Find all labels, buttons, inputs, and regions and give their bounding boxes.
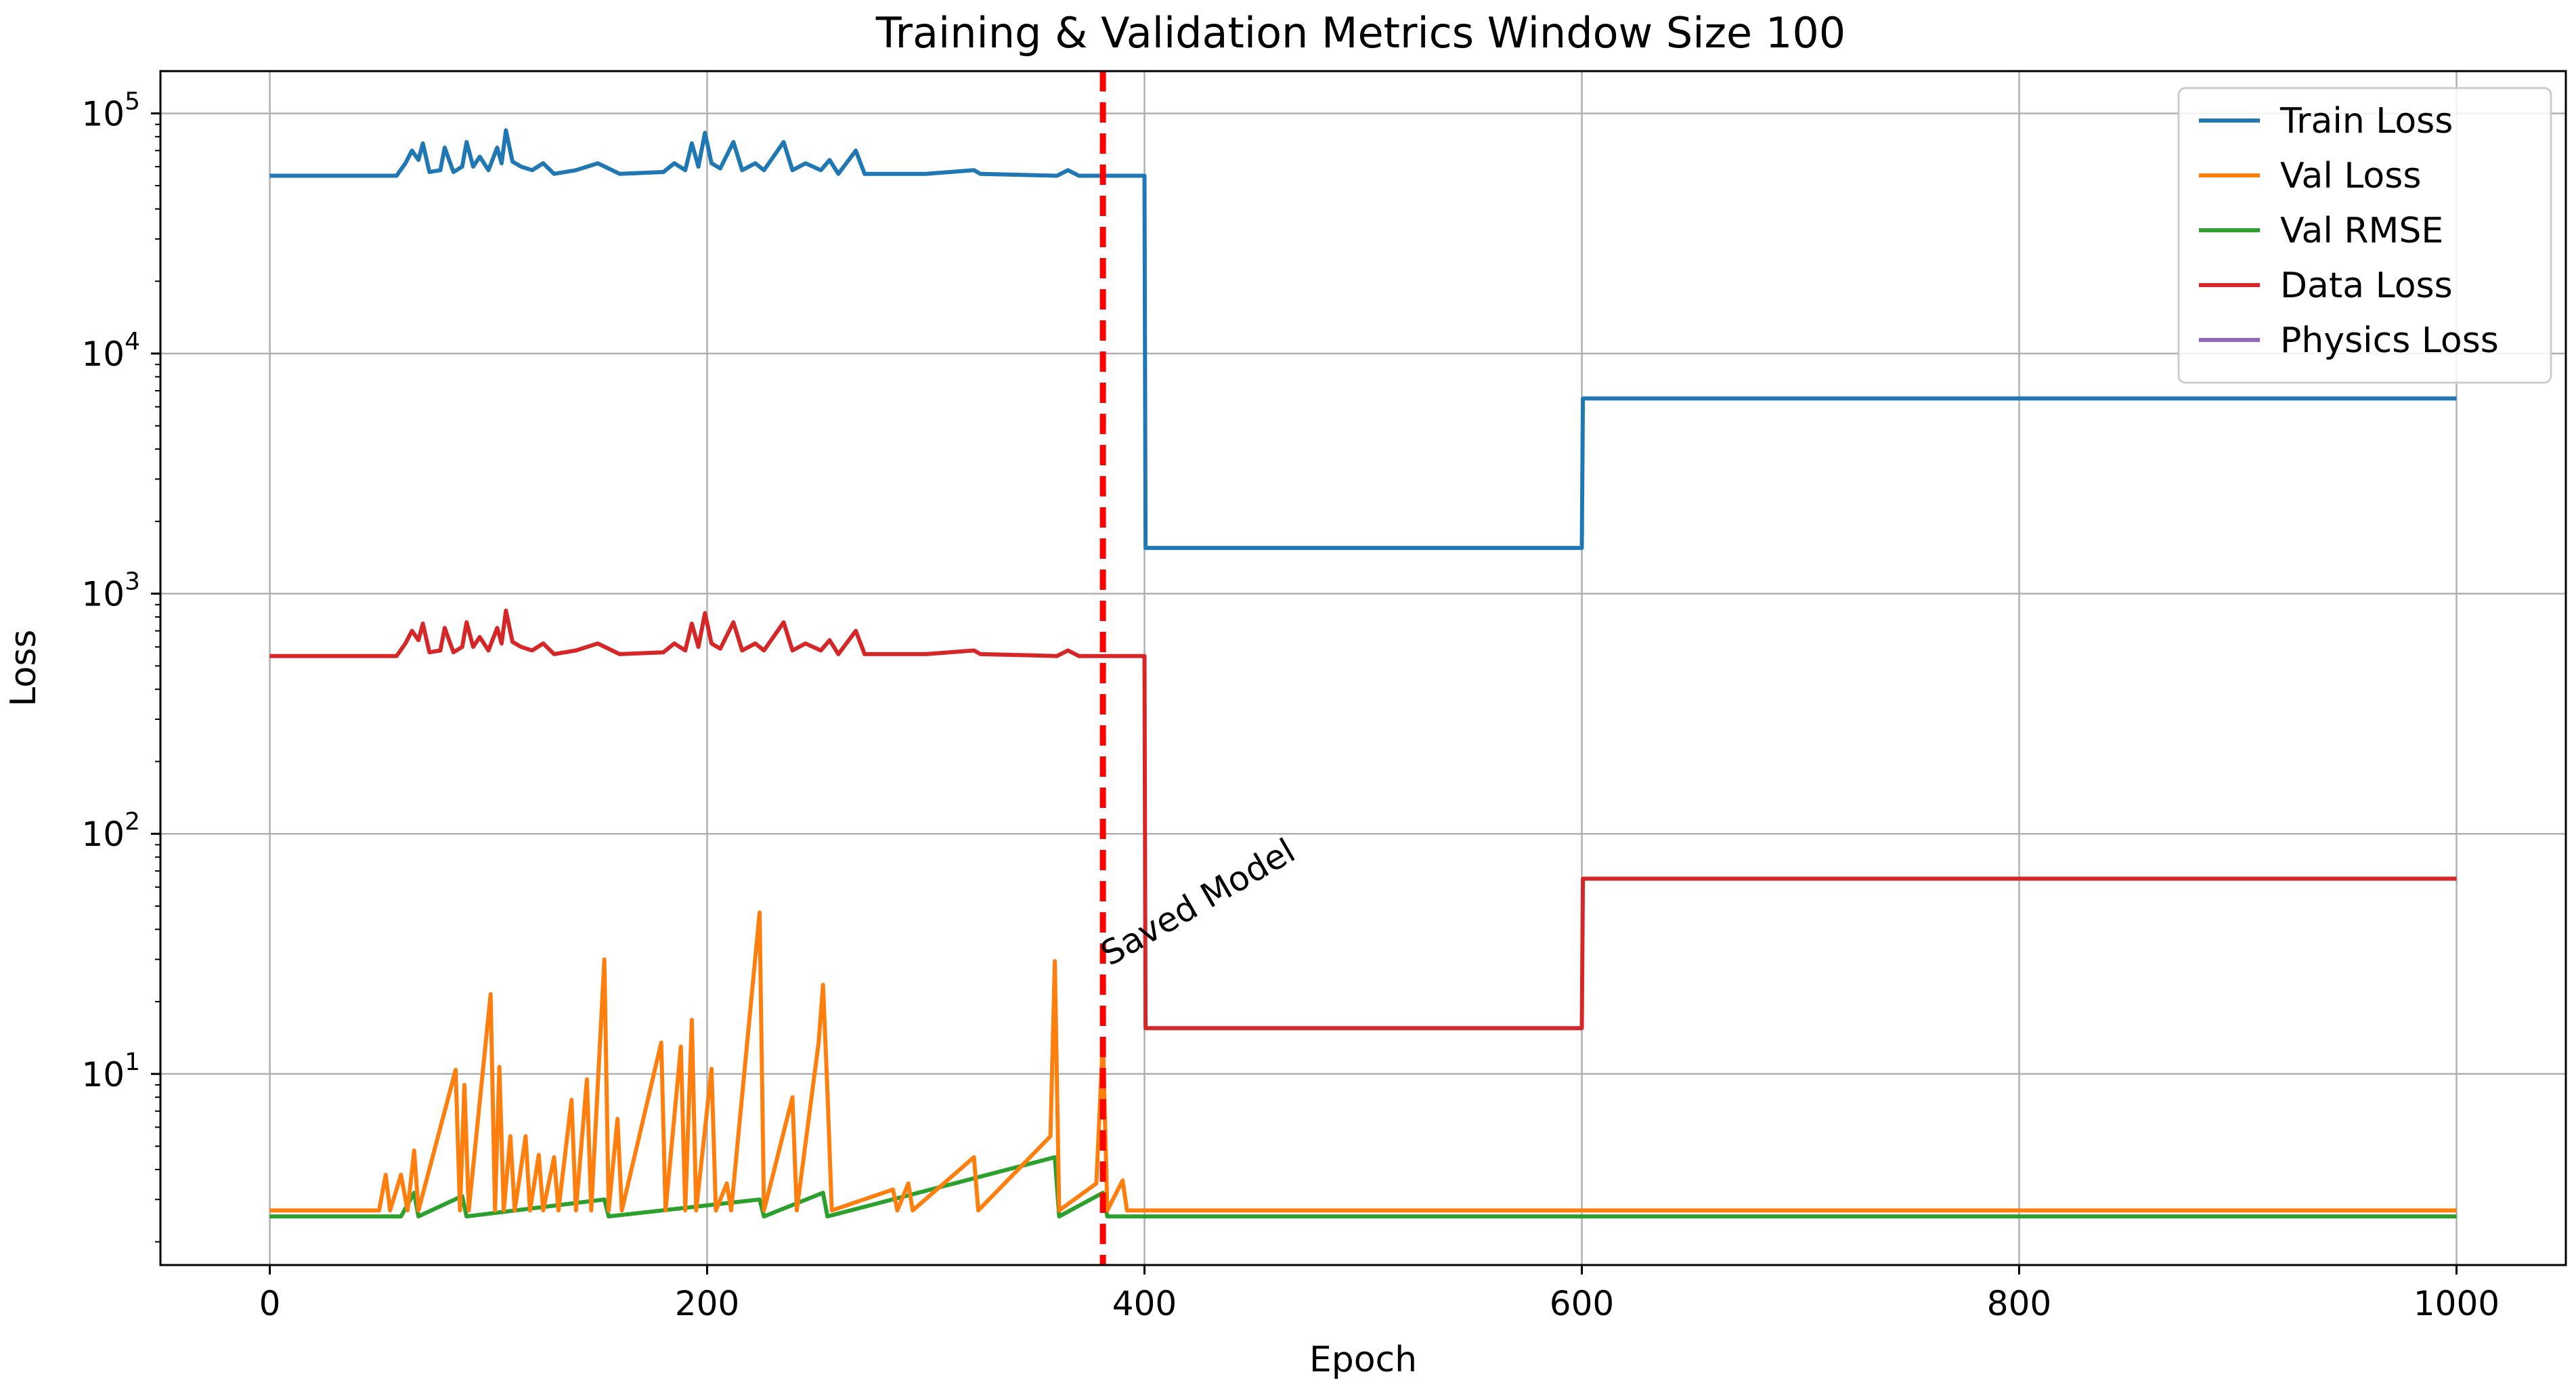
x-tick-label: 0 bbox=[259, 1284, 281, 1323]
y-tick-label: 103 bbox=[81, 568, 140, 614]
y-axis-label: Loss bbox=[3, 629, 44, 706]
axes-frame bbox=[159, 70, 2567, 1266]
legend-entry-label: Val Loss bbox=[2280, 156, 2421, 196]
series-line-val-loss bbox=[269, 910, 2457, 1213]
y-tick-label: 104 bbox=[81, 328, 140, 374]
x-tick-label: 1000 bbox=[2414, 1284, 2499, 1323]
chart-title: Training & Validation Metrics Window Siz… bbox=[875, 8, 1846, 58]
x-tick-label: 200 bbox=[675, 1284, 739, 1323]
x-tick-label: 400 bbox=[1112, 1284, 1177, 1323]
y-tick-label: 102 bbox=[81, 808, 140, 854]
y-tick-label: 101 bbox=[81, 1048, 140, 1094]
axis-ticks: 0 200 400 600 800 1000 101 102 103 104 105 bbox=[81, 87, 2499, 1323]
x-tick-label: 600 bbox=[1550, 1284, 1614, 1323]
series-line-train-loss bbox=[269, 128, 2457, 551]
legend-entry-label: Data Loss bbox=[2280, 265, 2453, 306]
legend: Train Loss Val Loss Val RMSE Data Loss Physi… bbox=[2177, 87, 2552, 384]
legend-entry-label: Val RMSE bbox=[2280, 211, 2443, 251]
y-tick-label: 105 bbox=[81, 87, 140, 133]
x-tick-label: 800 bbox=[1987, 1284, 2051, 1323]
legend-entry-label: Train Loss bbox=[2279, 101, 2453, 142]
plot-lines bbox=[269, 128, 2457, 1219]
series-line-data-loss bbox=[269, 608, 2457, 1031]
legend-box bbox=[2177, 87, 2552, 384]
x-axis-label: Epoch bbox=[1309, 1340, 1417, 1380]
legend-entry-label: Physics Loss bbox=[2280, 320, 2499, 361]
